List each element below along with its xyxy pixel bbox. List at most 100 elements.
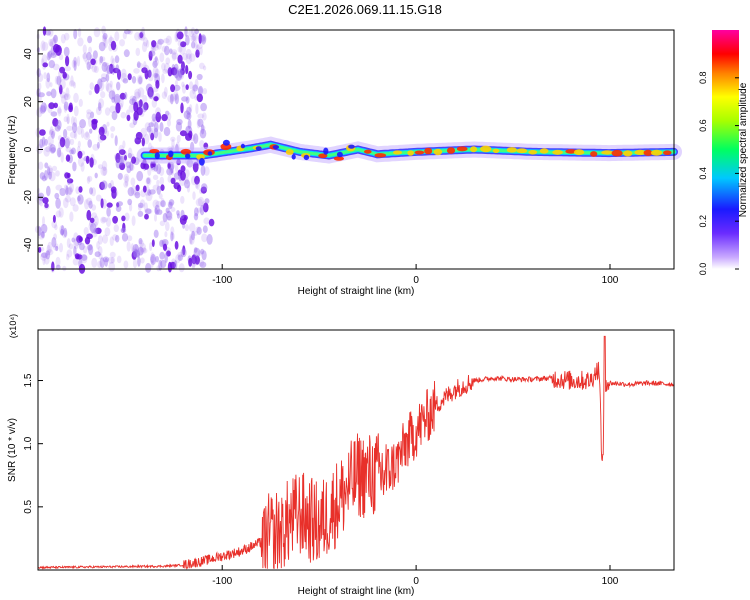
noise-blob [192,191,196,201]
noise-blob [175,121,182,132]
track-hotspot [643,149,653,156]
noise-blob [115,102,121,114]
noise-blob [122,222,126,233]
noise-blob [106,64,112,75]
noise-blob [77,27,82,38]
noise-blob [200,34,207,45]
noise-blob [129,95,136,101]
noise-blob [144,208,152,215]
noise-blob [57,106,62,117]
noise-blob [188,29,194,38]
noise-blob [133,252,141,258]
noise-blob [126,235,133,242]
noise-blob [122,78,129,84]
noise-blob [188,70,193,80]
track-scatter [348,144,355,149]
noise-blob [142,94,148,104]
noise-blob [156,209,163,215]
noise-blob [181,81,185,88]
noise-blob [180,41,187,48]
colorbar-tick-label: 0.2 [698,215,708,228]
noise-blob [170,93,178,102]
noise-blob [189,89,197,100]
noise-blob [49,126,54,136]
noise-blob [162,243,168,251]
noise-blob [73,130,78,140]
noise-blob [148,69,152,78]
noise-blob [91,212,98,219]
noise-blob [78,236,83,242]
noise-blob [42,62,48,68]
track-hotspot [414,150,425,155]
noise-blob [44,202,49,209]
noise-blob [180,195,185,204]
noise-blob [73,28,78,40]
noise-blob [98,41,106,52]
noise-blob [149,91,155,100]
spectrogram-y-label: Frequency (Hz) [7,116,18,185]
noise-blob [80,162,85,172]
track-hotspot [180,148,192,155]
noise-blob [87,139,92,148]
noise-blob [199,128,207,139]
noise-blob [152,199,160,209]
track-scatter [168,150,174,158]
noise-blob [138,239,144,248]
noise-blob [137,32,145,40]
noise-blob [138,202,144,208]
noise-blob [124,155,127,161]
noise-blob [55,184,63,191]
track-hotspot [285,149,294,155]
track-hotspot [528,150,538,155]
noise-blob [146,177,151,184]
noise-blob [155,79,160,89]
noise-blob [120,227,127,234]
noise-blob [171,49,178,55]
noise-blob [194,175,200,185]
snr-y-tick-label: 0.5 [23,499,34,513]
noise-blob [204,198,210,204]
noise-blob [158,193,163,200]
noise-blob [127,198,133,206]
noise-blob [78,186,83,193]
noise-blob [97,164,104,170]
noise-blob [63,101,69,111]
noise-blob [95,227,102,234]
noise-blob [64,138,70,149]
noise-blob [147,73,154,82]
noise-blob [185,125,191,134]
noise-blob [70,147,76,155]
noise-blob [63,103,68,113]
colorbar-tick-label: 0.4 [698,167,708,180]
noise-blob [77,156,85,167]
noise-blob [102,34,107,42]
noise-blob [77,37,84,47]
noise-blob [70,75,74,87]
noise-blob [87,35,93,44]
noise-blob [201,233,208,243]
noise-blob [194,41,198,50]
track-hotspot [446,147,456,154]
noise-blob [36,68,41,78]
noise-blob [160,259,167,269]
noise-blob [56,108,62,114]
noise-blob [71,237,75,243]
noise-blob [88,221,95,231]
noise-blob [85,59,90,65]
noise-blob [119,155,123,166]
noise-blob [83,52,88,62]
noise-blob [147,189,152,196]
noise-blob [167,119,171,127]
noise-blob [199,46,203,56]
spectrogram-y-tick-label: 20 [23,96,34,108]
noise-blob [48,38,54,47]
noise-blob [89,157,94,168]
noise-blob [74,237,80,247]
noise-blob [63,136,71,148]
noise-blob [98,102,102,112]
noise-blob [42,216,45,226]
noise-blob [197,118,204,128]
noise-blob [141,103,147,113]
noise-blob [73,60,77,71]
noise-blob [151,40,157,48]
